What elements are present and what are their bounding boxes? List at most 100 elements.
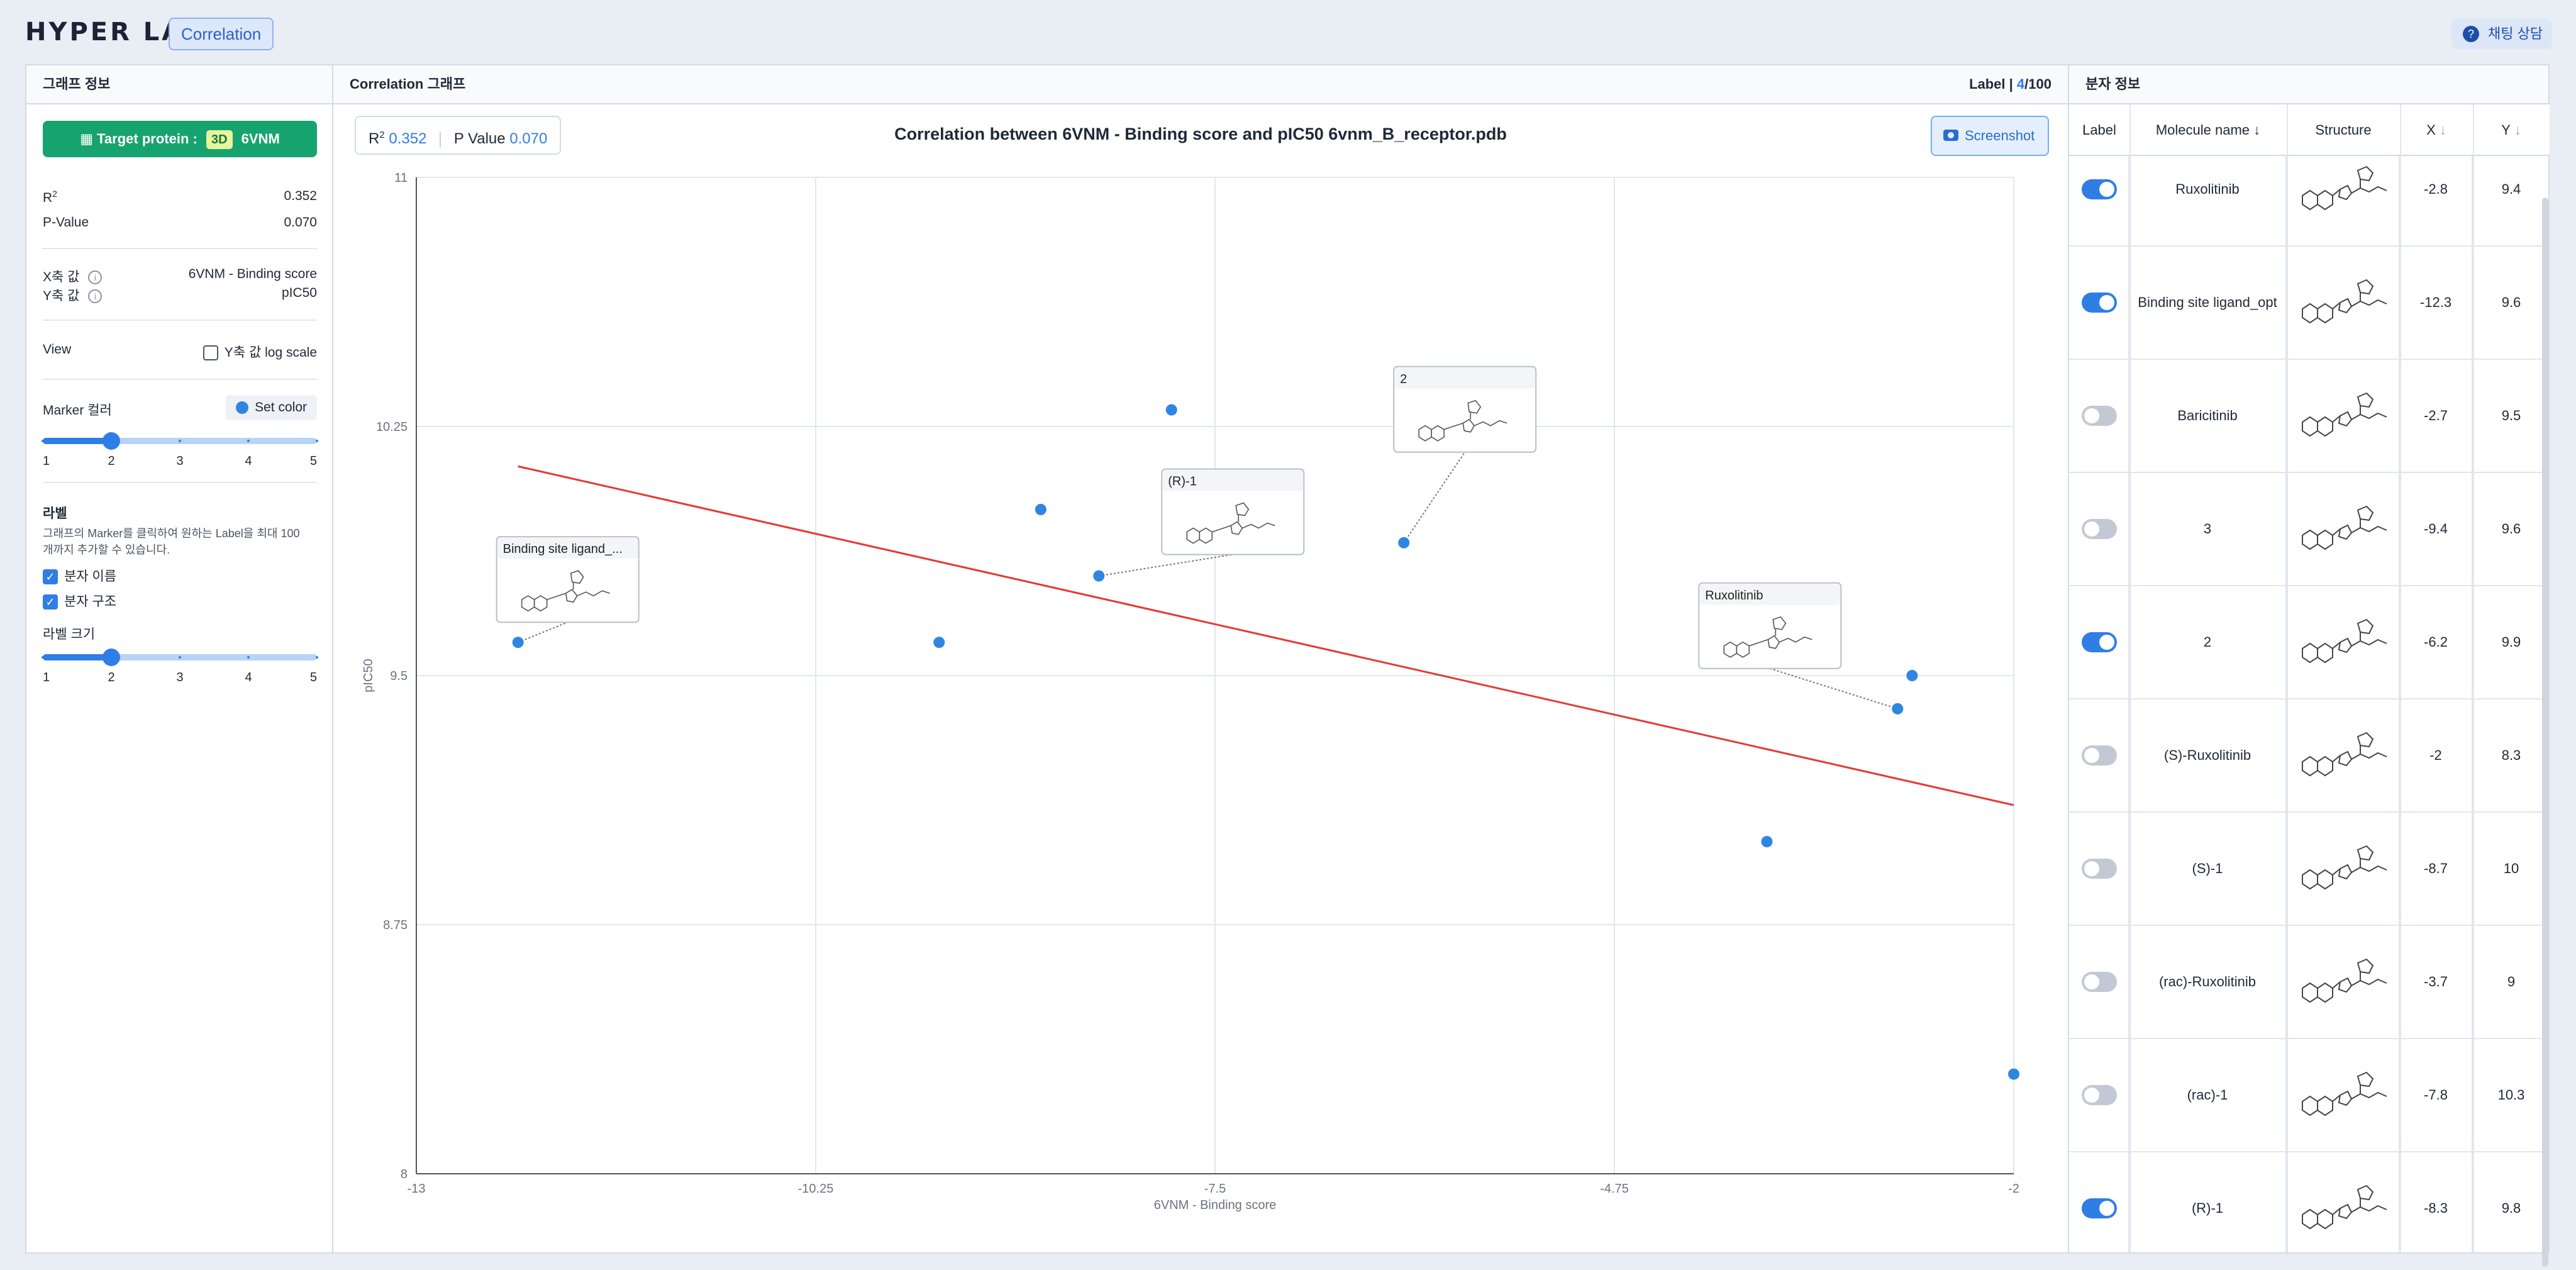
col-x[interactable]: X ↓: [2400, 104, 2473, 156]
label-toggle[interactable]: [2082, 859, 2117, 879]
molecule-name: (rac)-Ruxolitinib: [2129, 926, 2287, 1038]
slider-tick-label: 5: [309, 454, 317, 468]
y-axis-label: Y축 값: [43, 289, 80, 303]
label-structure-drawing: [521, 570, 610, 612]
col-molecule-name[interactable]: Molecule name ↓: [2129, 104, 2287, 156]
panel-title: 그래프 정보: [26, 65, 332, 104]
molecule-structure-image: [2287, 699, 2400, 811]
table-row[interactable]: (rac)-Ruxolitinib -3.7 9: [2069, 926, 2550, 1039]
chat-button[interactable]: ? 채팅 상담: [2451, 19, 2552, 49]
y-value: 9.8: [2501, 1200, 2521, 1216]
set-color-button[interactable]: Set color: [226, 395, 317, 420]
stats-r-label: R: [369, 130, 380, 147]
table-row[interactable]: (R)-1 -8.3 9.8: [2069, 1152, 2550, 1252]
structure-drawing: [2302, 279, 2387, 324]
graph-panel-title: Correlation 그래프: [350, 76, 466, 92]
label-toggle[interactable]: [2082, 179, 2117, 199]
x-axis-title: 6VNM - Binding score: [1154, 1198, 1277, 1212]
info-icon[interactable]: i: [88, 289, 103, 304]
table-scrollbar[interactable]: [2542, 198, 2548, 1267]
table-row[interactable]: (rac)-1 -7.8 10.3: [2069, 1039, 2550, 1152]
table-row[interactable]: Binding site ligand_opt -12.3 9.6: [2069, 247, 2550, 360]
color-dot-icon: [236, 401, 249, 414]
panel-title: Correlation 그래프 Label | 4/100: [333, 65, 2068, 104]
divider: [43, 482, 317, 483]
label-toggle[interactable]: [2082, 1085, 2117, 1105]
checkbox-checked-icon: ✓: [43, 569, 58, 585]
check-structure-label: 분자 구조: [64, 594, 117, 609]
arrow-down-icon: ↓: [2514, 122, 2521, 138]
y-tick-label: 8: [401, 1167, 408, 1181]
label-toggle[interactable]: [2082, 1198, 2117, 1218]
info-icon[interactable]: i: [88, 270, 103, 285]
x-value: -2.8: [2400, 156, 2473, 245]
structure-drawing: [2302, 618, 2387, 664]
label-title: 라벨: [43, 506, 67, 521]
label-toggle[interactable]: [2082, 406, 2117, 426]
molecule-structure-image: [2287, 247, 2400, 359]
slider-tick: [316, 440, 318, 442]
molecule-name: 2: [2129, 586, 2287, 698]
molecule-structure-image: [2287, 586, 2400, 698]
table-row[interactable]: 3 -9.4 9.6: [2069, 473, 2550, 586]
label-connector: [1403, 452, 1466, 543]
label-toggle-cell: [2069, 1039, 2129, 1151]
table-row[interactable]: (S)-Ruxolitinib -2 8.3: [2069, 699, 2550, 813]
label-structure-drawing: [1723, 616, 1813, 658]
slider-tick-label: 3: [176, 671, 184, 684]
toggle-knob: [2099, 1201, 2114, 1216]
slider-handle[interactable]: [103, 649, 120, 666]
check-structure-option[interactable]: ✓ 분자 구조: [43, 591, 317, 610]
col-y[interactable]: Y ↓: [2473, 104, 2550, 156]
r2-sup: 2: [52, 189, 57, 199]
slider-handle[interactable]: [103, 432, 120, 450]
y-axis-value: pIC50: [281, 286, 317, 300]
slider-tick-label: 2: [108, 454, 115, 468]
view-label: View: [43, 342, 72, 357]
x-value: -2: [2400, 699, 2473, 811]
check-name-option[interactable]: ✓ 분자 이름: [43, 566, 317, 585]
screenshot-label: Screenshot: [1965, 128, 2035, 143]
table-row[interactable]: Ruxolitinib -2.8 9.4: [2069, 156, 2550, 247]
structure-drawing: [2302, 732, 2387, 777]
label-toggle[interactable]: [2082, 292, 2117, 313]
table-row[interactable]: (S)-1 -8.7 10: [2069, 813, 2550, 926]
label-size-slider[interactable]: [42, 649, 318, 666]
molecule-name: (R)-1: [2129, 1152, 2287, 1252]
x-value: -6.2: [2400, 586, 2473, 698]
molecule-structure-image: [2287, 156, 2400, 245]
table-row[interactable]: Baricitinib -2.7 9.5: [2069, 360, 2550, 473]
marker-size-slider[interactable]: [42, 432, 318, 450]
toggle-knob: [2099, 635, 2114, 650]
label-count: Label | 4/100: [1969, 65, 2051, 103]
screenshot-button[interactable]: Screenshot: [1931, 116, 2049, 156]
log-scale-label: Y축 값 log scale: [224, 345, 317, 360]
label-toggle[interactable]: [2082, 519, 2117, 539]
label-toggle[interactable]: [2082, 745, 2117, 766]
slider-tick: [179, 440, 181, 442]
stats-r-value: 0.352: [389, 130, 427, 147]
chart-title: Correlation between 6VNM - Binding score…: [894, 125, 1507, 143]
molecule-name: (S)-Ruxolitinib: [2129, 699, 2287, 811]
scatter-chart: -13 -10.25 -7.5 -4.75 -2 11 10.25 9.5 8.75 8 6VNM …: [362, 171, 2019, 1212]
target-protein-button[interactable]: ▦ Target protein : 3D 6VNM: [43, 121, 317, 157]
label-toggle[interactable]: [2082, 632, 2117, 652]
label-count-prefix: Label |: [1969, 76, 2013, 92]
panel-title: 분자 정보: [2069, 65, 2548, 104]
r2-row: R2 0.352: [43, 189, 317, 206]
divider: [43, 320, 317, 321]
col-label[interactable]: Label: [2082, 122, 2116, 138]
toggle-knob: [2084, 974, 2099, 989]
slider-tick-label: 3: [176, 454, 184, 468]
camera-icon: [1943, 130, 1958, 141]
checkbox-empty-icon: [203, 345, 218, 361]
x-value: -8.3: [2400, 1152, 2473, 1252]
molecule-structure-image: [2287, 813, 2400, 925]
structure-drawing: [2302, 165, 2387, 211]
column-divider: [2129, 104, 2131, 1252]
log-scale-checkbox[interactable]: Y축 값 log scale: [203, 342, 317, 361]
y-value: 9.6: [2501, 294, 2521, 310]
label-toggle[interactable]: [2082, 972, 2117, 992]
y-axis-title: pIC50: [362, 659, 375, 692]
table-row[interactable]: 2 -6.2 9.9: [2069, 586, 2550, 699]
